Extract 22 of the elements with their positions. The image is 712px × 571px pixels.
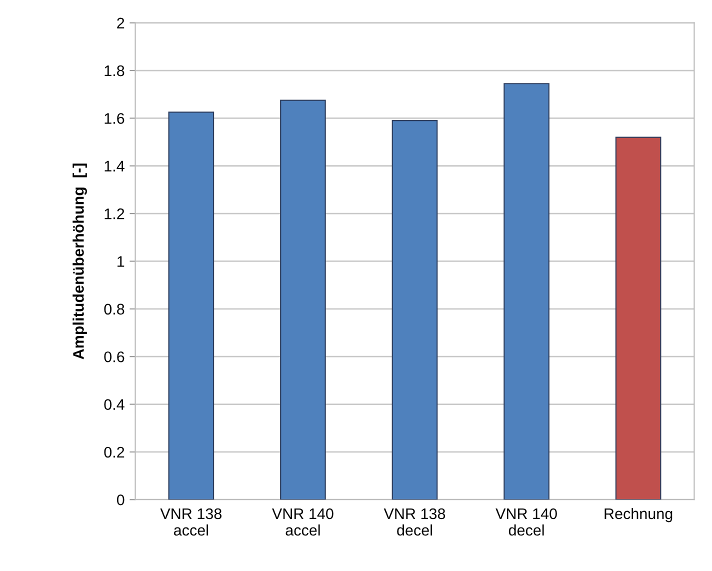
y-tick-label: 1.6 — [104, 113, 124, 124]
x-tick-label: VNR 138 decel — [384, 508, 446, 536]
y-tick-label: 0 — [116, 494, 124, 506]
bar — [168, 112, 214, 500]
y-tick-label: 1.4 — [104, 160, 124, 172]
y-tick-label: 1.2 — [104, 208, 124, 220]
y-axis-title: Amplitudenüberhöhung [-] — [72, 164, 87, 360]
y-tick-label: 2 — [117, 18, 124, 28]
y-tick-label: 0.8 — [104, 304, 124, 315]
x-tick-label: VNR 140 decel — [496, 508, 557, 536]
bar — [504, 83, 550, 500]
bar — [280, 100, 326, 500]
x-tick-label: VNR 138 accel — [160, 508, 222, 536]
y-tick-label: 0.2 — [104, 446, 124, 458]
bar — [615, 136, 662, 500]
bar — [392, 120, 438, 500]
y-tick-label: 0.4 — [104, 399, 124, 410]
y-tick-label: 1.8 — [104, 65, 124, 76]
y-tick-label: 1 — [118, 256, 124, 267]
x-tick-label: VNR 140 accel — [272, 508, 334, 536]
y-tick-label: 0.6 — [104, 351, 124, 362]
x-tick-label: Rechnung — [604, 508, 672, 522]
